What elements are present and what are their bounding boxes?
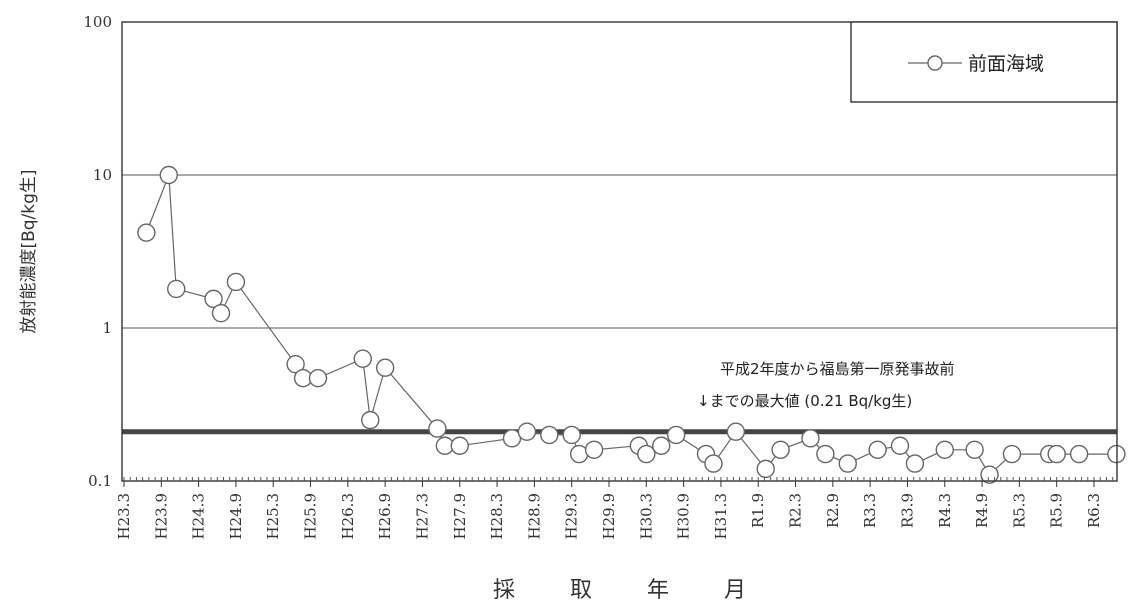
x-tick-label: H29.3 (563, 493, 581, 539)
x-tick-label: H23.3 (115, 493, 133, 539)
x-tick-label: H24.3 (190, 493, 208, 539)
x-tick-label: H31.3 (712, 493, 730, 539)
data-point (211, 303, 231, 323)
x-tick-label: H28.3 (488, 493, 506, 539)
data-point (666, 425, 686, 445)
data-point (286, 354, 305, 374)
legend-box (850, 21, 1118, 103)
data-point (167, 279, 186, 299)
data-point (562, 425, 581, 445)
data-point (816, 444, 835, 464)
data-point (890, 436, 910, 455)
x-tick-label: H27.9 (451, 493, 469, 539)
x-tick-label: R3.9 (898, 493, 916, 528)
y-tick-label: 0.1 (88, 472, 112, 490)
data-point (361, 410, 380, 430)
data-point (204, 289, 223, 309)
x-tick-label: R3.3 (861, 493, 879, 528)
reference-label-line1: 平成2年度から福島第一原発事故前 (720, 360, 955, 378)
x-tick-label: R5.3 (1010, 493, 1028, 528)
data-point (584, 440, 604, 459)
data-point (756, 459, 775, 479)
data-point (375, 358, 395, 377)
legend-label: 前面海域 (968, 53, 1044, 75)
x-axis-title: 採 取 年 月 (493, 578, 770, 603)
x-tick-label: R2.9 (824, 493, 842, 528)
data-point (1047, 444, 1066, 464)
data-point (159, 165, 178, 185)
reference-label-line2: ↓までの最大値 (0.21 Bq/kg生) (697, 392, 912, 410)
data-point (801, 429, 820, 448)
data-point (704, 454, 723, 473)
x-tick-label: H29.9 (600, 493, 618, 539)
x-tick-label: R1.9 (749, 493, 767, 528)
data-point (980, 465, 999, 484)
x-tick-label: H23.9 (152, 493, 170, 539)
y-tick-label: 100 (83, 13, 112, 31)
data-point (868, 440, 887, 459)
y-tick-label: 1 (102, 319, 112, 337)
data-point (353, 349, 372, 368)
x-tick-label: H26.9 (376, 493, 394, 539)
y-axis-title: 放射能濃度[Bq/kg生] (19, 169, 39, 333)
data-point (652, 436, 671, 455)
data-point (517, 422, 537, 441)
data-point (771, 440, 790, 459)
x-tick-label: H24.9 (227, 493, 245, 539)
data-point (838, 454, 857, 473)
data-point (637, 444, 656, 464)
x-tick-label: H28.9 (525, 493, 543, 539)
legend-marker (927, 55, 943, 71)
data-point (1002, 444, 1022, 464)
x-tick-label: R4.3 (936, 493, 954, 528)
x-tick-label: R5.9 (1048, 493, 1066, 528)
x-tick-label: H25.9 (302, 493, 320, 539)
x-tick-label: H25.3 (264, 493, 282, 539)
x-tick-label: R2.3 (787, 493, 805, 528)
data-point (726, 422, 746, 441)
x-tick-label: H26.3 (339, 493, 357, 539)
data-point (1069, 444, 1089, 464)
data-point (428, 419, 447, 438)
data-point (308, 368, 328, 388)
x-tick-label: H30.9 (675, 493, 693, 539)
data-point (905, 454, 925, 473)
x-tick-label: R6.3 (1085, 493, 1103, 528)
data-point (450, 436, 469, 455)
plot-frame (121, 21, 1118, 482)
data-point (935, 440, 954, 459)
data-point (540, 425, 559, 445)
x-tick-label: H30.3 (637, 493, 655, 539)
data-point (226, 272, 246, 292)
data-point (137, 223, 156, 242)
x-tick-label: R4.9 (973, 493, 991, 528)
x-tick-label: H27.3 (413, 493, 431, 539)
data-point (502, 429, 522, 448)
data-point (965, 440, 984, 459)
y-tick-label: 10 (93, 166, 112, 184)
